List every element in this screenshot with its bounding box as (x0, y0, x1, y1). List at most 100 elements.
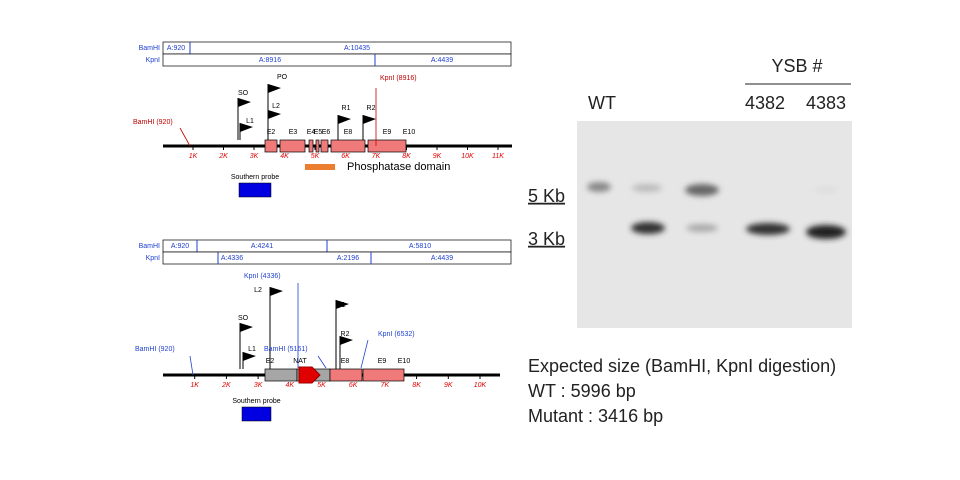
probe-label: Southern probe (232, 398, 280, 405)
site-line (317, 355, 327, 369)
restriction-row (162, 53, 512, 67)
band (806, 225, 846, 239)
gel-bands (587, 182, 846, 239)
fragment-label: A:2196 (337, 255, 359, 262)
marker-label: 5 Kb (528, 186, 565, 206)
enzyme-label: KpnI (146, 255, 160, 262)
exon-label: E10 (398, 358, 411, 365)
exon-label: E3 (289, 129, 298, 136)
scale-label: 3K (250, 153, 259, 160)
scale-label: 8K (412, 382, 421, 389)
site-label: KpnI (8916) (380, 75, 417, 82)
band (685, 184, 719, 196)
primer-label: L2 (272, 103, 280, 110)
fragment-label: A:4336 (221, 255, 243, 262)
exon-label: E5 (314, 129, 323, 136)
scale-label: 6K (349, 382, 358, 389)
primer-label: L1 (248, 346, 256, 353)
site-label: KpnI (6532) (378, 331, 415, 338)
lane-label: 4382 (745, 93, 785, 113)
enzyme-label: BamHI (139, 45, 160, 52)
exon (308, 139, 314, 153)
scale-label: 10K (461, 153, 474, 160)
fragment-label: A:4241 (251, 243, 273, 250)
site-line (360, 339, 369, 369)
primer-flag (240, 323, 253, 332)
exon (264, 368, 298, 382)
primer-label: R2 (367, 105, 376, 112)
primer-label: SO (238, 90, 249, 97)
scale-label: 8K (402, 153, 411, 160)
scale-label: 4K (280, 153, 289, 160)
fragment-label: A:10435 (344, 45, 370, 52)
primer-label: R2 (341, 331, 350, 338)
scale-label: 3K (254, 382, 263, 389)
exon-label: E6 (322, 129, 331, 136)
primer-flag (270, 287, 283, 296)
fragment-label: A:920 (167, 45, 185, 52)
primer-flag (363, 115, 376, 124)
scale-label: 7K (372, 153, 381, 160)
scale-label: 4K (286, 382, 295, 389)
exon-label: E9 (378, 358, 387, 365)
primer-label: SO (238, 315, 249, 322)
scale-label: 2K (221, 382, 231, 389)
probe (241, 406, 272, 422)
primer-label: R1 (337, 302, 346, 309)
restriction-row (162, 41, 512, 55)
enzyme-label: KpnI (146, 57, 160, 64)
primer-flag (238, 98, 251, 107)
scale-label: 7K (381, 382, 390, 389)
scale-label: 9K (433, 153, 442, 160)
scale-label: 2K (218, 153, 228, 160)
enzyme-label: BamHI (139, 243, 160, 250)
site-label: BamHI (5161) (264, 346, 308, 353)
exon (362, 368, 405, 382)
fragment-label: A:920 (171, 243, 189, 250)
exon-label: NAT (293, 358, 307, 365)
primer-flag (336, 300, 349, 309)
site-line (179, 127, 191, 147)
exon (315, 139, 320, 153)
scale-label: 6K (341, 153, 350, 160)
restriction-row (162, 251, 512, 265)
gel (577, 121, 852, 328)
band (746, 223, 790, 235)
primer-flag (243, 352, 256, 361)
exon-label: E8 (344, 129, 353, 136)
note-line: Mutant : 3416 bp (528, 406, 663, 426)
exon (330, 139, 366, 153)
scale-label: 1K (189, 153, 198, 160)
band (686, 224, 718, 232)
scale-label: 5K (311, 153, 320, 160)
restriction-row (162, 239, 512, 253)
nat-cassette (298, 366, 321, 384)
scale-label: 10K (474, 382, 487, 389)
domain-bar (305, 164, 335, 170)
site-label: KpnI (4336) (244, 273, 281, 280)
primer-label: R1 (342, 105, 351, 112)
primer-label: L2 (254, 287, 262, 294)
primer-flag (268, 110, 281, 119)
scale-label: 5K (317, 382, 326, 389)
primer-flag (338, 115, 351, 124)
primer-flag (240, 123, 253, 132)
exon-label: E8 (341, 358, 350, 365)
scale-label: 1K (190, 382, 199, 389)
site-line (189, 355, 194, 376)
band (587, 182, 611, 192)
exon-label: E10 (403, 129, 416, 136)
exon (320, 139, 329, 153)
marker-label: 3 Kb (528, 229, 565, 249)
site-label: BamHI (920) (135, 346, 175, 353)
exon (264, 139, 278, 153)
scale-label: 11K (492, 153, 504, 160)
lane-label: WT (588, 93, 616, 113)
site-label: BamHI (920) (133, 119, 173, 126)
fragment-label: A:8916 (259, 57, 281, 64)
exon-label: E4 (307, 129, 316, 136)
scale-label: 9K (444, 382, 453, 389)
note-title: Expected size (BamHI, KpnI digestion) (528, 356, 836, 376)
fragment-label: A:5810 (409, 243, 431, 250)
exon (279, 139, 306, 153)
